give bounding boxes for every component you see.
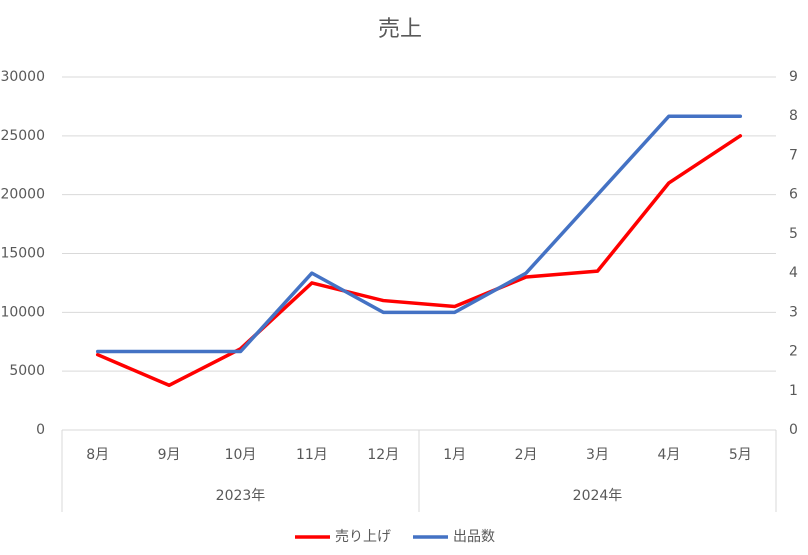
x-group-label: 2024年 <box>573 488 623 504</box>
y2-tick-label: 0 <box>789 422 798 438</box>
y2-tick-label: 7 <box>789 147 798 163</box>
y-tick-label: 5000 <box>9 363 45 379</box>
x-tick-label: 12月 <box>367 447 399 463</box>
series-line <box>95 134 743 388</box>
y-tick-label: 20000 <box>0 187 45 203</box>
x-tick-label: 9月 <box>158 447 181 463</box>
x-group-label: 2023年 <box>216 488 266 504</box>
y2-tick-label: 8 <box>789 108 798 124</box>
x-tick-label: 10月 <box>225 447 257 463</box>
x-tick-label: 2月 <box>515 447 538 463</box>
x-tick-label: 5月 <box>729 447 752 463</box>
x-tick-label: 1月 <box>443 447 466 463</box>
x-tick-label: 11月 <box>296 447 328 463</box>
y2-tick-label: 5 <box>789 226 798 242</box>
chart-title: 売上 <box>378 17 422 42</box>
y2-tick-label: 1 <box>789 383 798 399</box>
x-tick-label: 3月 <box>586 447 609 463</box>
y2-tick-label: 4 <box>789 265 798 281</box>
y-tick-label: 30000 <box>0 69 45 85</box>
legend-label: 出品数 <box>453 529 495 545</box>
series-line <box>95 114 743 354</box>
y-tick-label: 25000 <box>0 128 45 144</box>
legend-label: 売り上げ <box>335 529 391 545</box>
y2-tick-label: 2 <box>789 344 798 360</box>
y2-tick-label: 9 <box>789 69 798 85</box>
y-tick-label: 0 <box>36 422 45 438</box>
y-tick-label: 15000 <box>0 246 45 262</box>
y2-tick-label: 6 <box>789 187 798 203</box>
y-tick-label: 10000 <box>0 304 45 320</box>
x-tick-label: 4月 <box>657 447 680 463</box>
y2-tick-label: 3 <box>789 304 798 320</box>
x-tick-label: 8月 <box>86 447 109 463</box>
